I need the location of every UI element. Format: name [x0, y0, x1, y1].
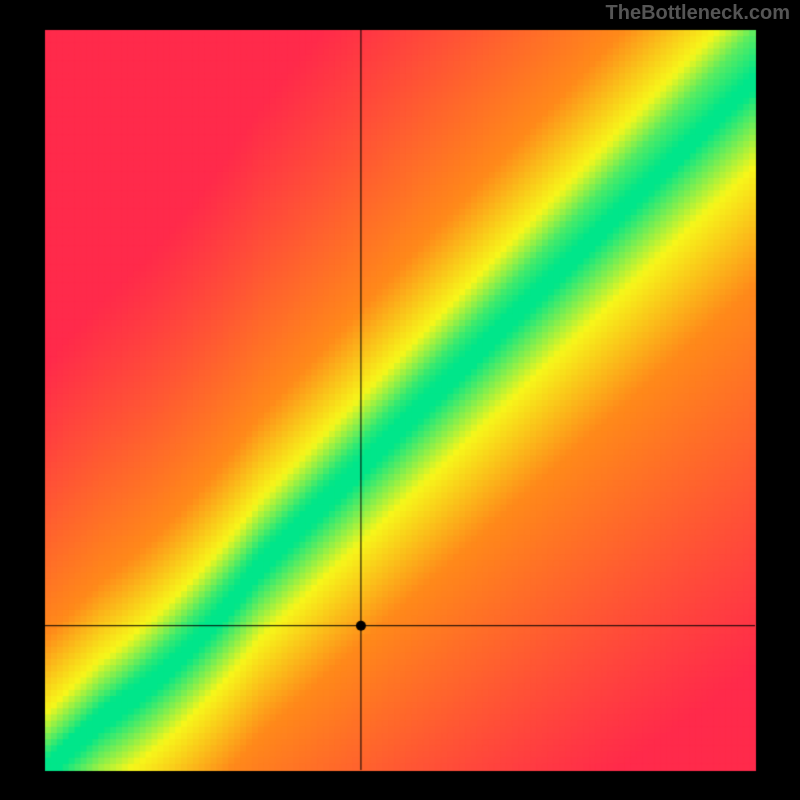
- heatmap-canvas: [0, 0, 800, 800]
- chart-container: TheBottleneck.com: [0, 0, 800, 800]
- watermark-text: TheBottleneck.com: [606, 2, 790, 25]
